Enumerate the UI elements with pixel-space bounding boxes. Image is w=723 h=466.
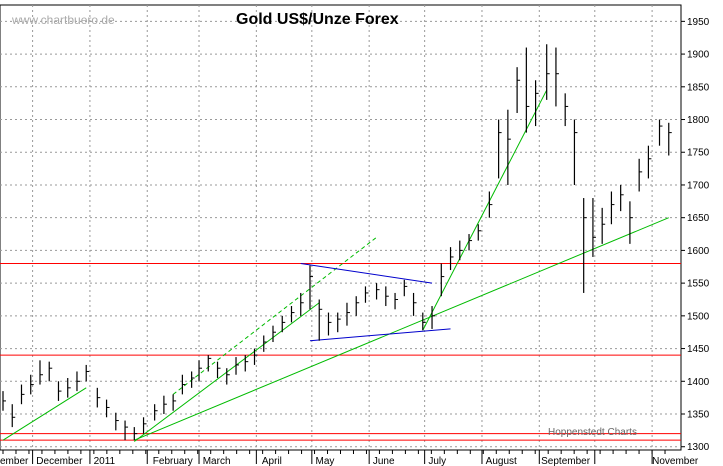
trend-line: [300, 262, 433, 284]
x-tick-label: April: [262, 456, 282, 466]
plot-frame: [0, 4, 682, 451]
y-tick-label: 1950: [687, 17, 710, 28]
x-tick-label: July: [428, 456, 446, 466]
trend-lines: [2, 89, 669, 442]
y-tick-label: 1700: [687, 180, 710, 191]
chart-title: Gold US$/Unze Forex: [236, 11, 399, 28]
watermark: www.chartbuero.de: [11, 13, 115, 27]
y-tick-label: 1400: [687, 377, 710, 388]
y-tick-label: 1500: [687, 311, 710, 322]
x-tick-label: February: [153, 456, 193, 466]
y-tick-label: 1650: [687, 213, 710, 224]
x-tick-label: May: [316, 456, 335, 466]
y-tick-label: 1600: [687, 246, 710, 257]
trend-line: [172, 236, 377, 395]
y-tick-label: 1350: [687, 410, 710, 421]
y-tick-label: 1550: [687, 279, 710, 290]
x-tick-label: 2011: [94, 456, 116, 466]
x-axis: ember December 2011 February March April May Ju…: [0, 450, 699, 466]
x-tick-label: June: [373, 456, 395, 466]
y-tick-label: 1750: [687, 148, 710, 159]
y-tick-label: 1850: [687, 82, 710, 93]
price-bars: [2, 44, 672, 441]
grid: [0, 4, 682, 451]
support-lines: [0, 262, 681, 441]
y-tick-label: 1450: [687, 344, 710, 355]
trend-line: [309, 328, 451, 342]
x-tick-label: September: [541, 456, 591, 466]
trend-line: [2, 387, 87, 441]
y-tick-label: 1800: [687, 115, 710, 126]
chart-credit: Hoppenstedt Charts: [548, 427, 637, 438]
x-tick-label: December: [36, 456, 83, 466]
y-tick-label: 1300: [687, 442, 710, 453]
x-tick-label: November: [652, 456, 699, 466]
trend-line: [134, 217, 669, 441]
y-axis: 1300 1350 1400 1450 1500 1550 1600 1650 1700 1750…: [681, 17, 710, 453]
x-tick-label: August: [486, 456, 517, 466]
y-tick-label: 1900: [687, 50, 710, 61]
x-tick-label: ember: [0, 456, 29, 466]
x-tick-label: March: [203, 456, 231, 466]
